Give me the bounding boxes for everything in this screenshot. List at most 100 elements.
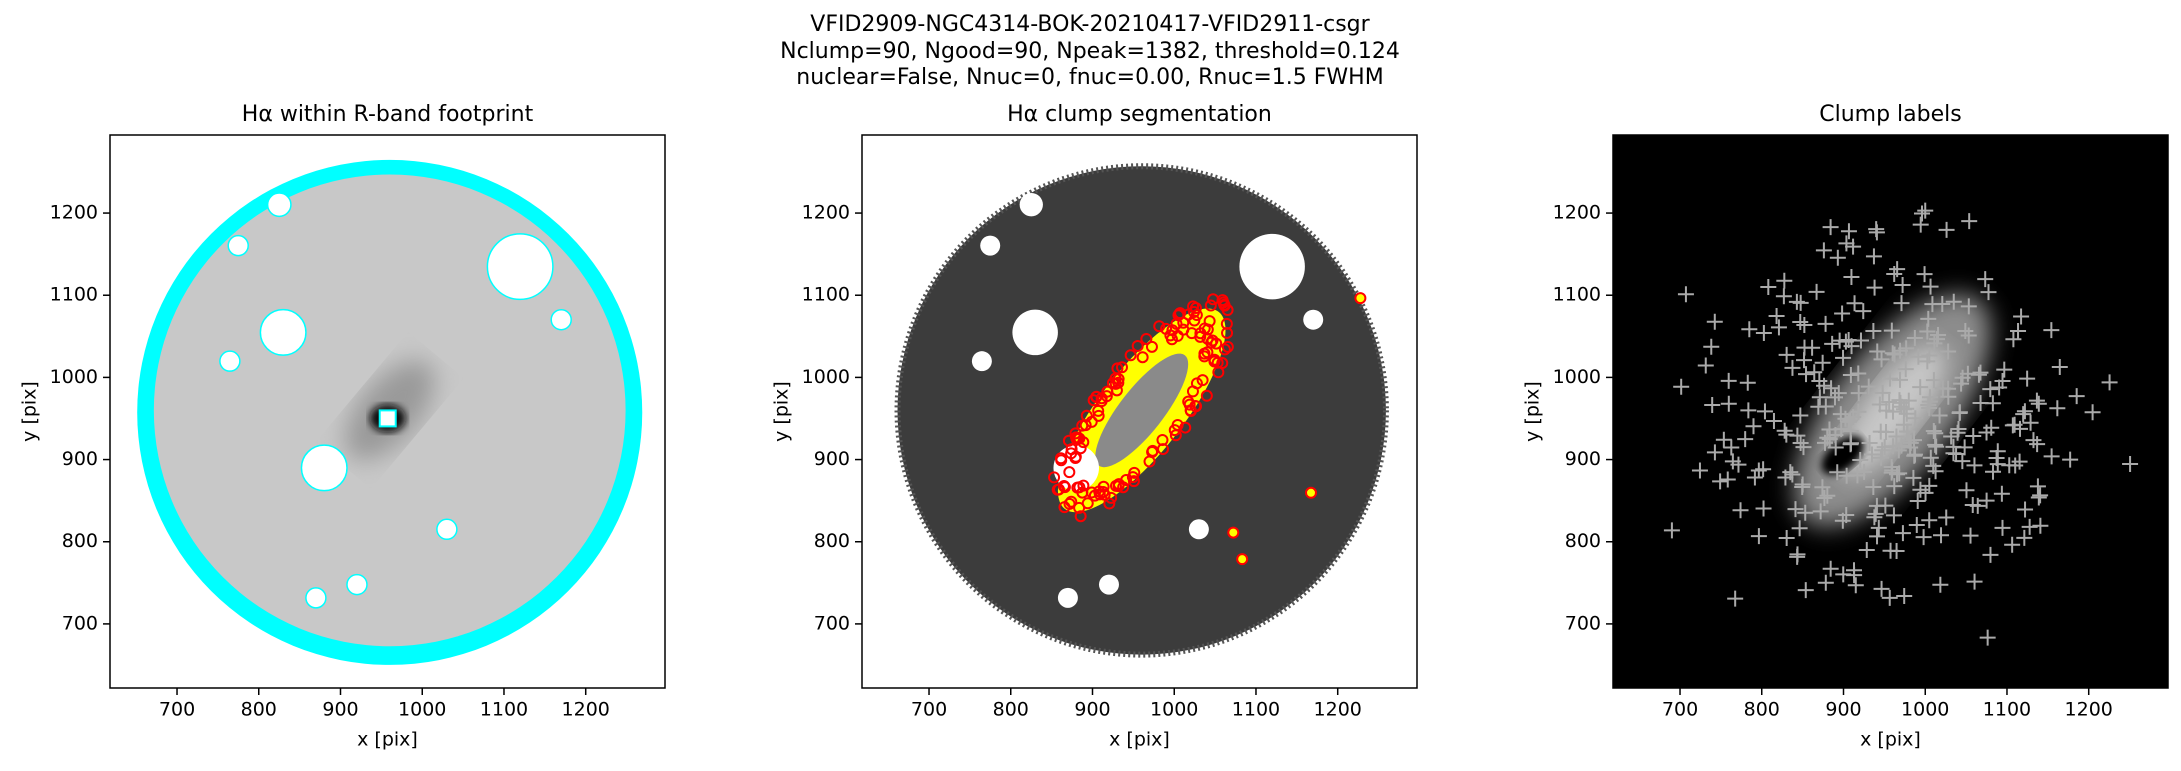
y-tick-label: 1200: [1553, 202, 1601, 224]
peak-marker: [1905, 469, 1922, 486]
y-tick-label: 1000: [1553, 366, 1601, 388]
peak-marker: [1896, 588, 1913, 605]
peak-marker: [1855, 303, 1872, 320]
peak-marker: [1724, 453, 1741, 470]
peak-marker: [1916, 266, 1933, 283]
peak-marker: [1893, 295, 1910, 312]
peak-marker: [1850, 365, 1867, 382]
peak-marker: [1920, 310, 1937, 327]
peak-marker: [1837, 410, 1854, 427]
peak-marker: [1966, 573, 1983, 590]
peak-marker: [1732, 502, 1749, 519]
mask-hole: [1303, 309, 1324, 330]
peak-marker: [1704, 397, 1721, 414]
clump-marker: [1182, 308, 1195, 321]
peak-marker: [1884, 345, 1901, 362]
clump-marker: [1188, 314, 1201, 327]
peak-marker: [1870, 519, 1887, 536]
mask-hole: [436, 518, 458, 541]
clump-marker: [1069, 450, 1082, 463]
peak-marker: [1890, 442, 1907, 459]
peak-marker: [1922, 278, 1939, 295]
peak-marker: [1938, 221, 1955, 238]
clump-marker: [1097, 480, 1110, 493]
peak-marker: [1922, 449, 1939, 466]
peak-marker: [1874, 384, 1891, 401]
clump-marker: [1081, 497, 1094, 510]
peak-marker: [1919, 353, 1936, 370]
peak-marker: [1755, 500, 1772, 517]
clump-marker: [1179, 421, 1192, 434]
peak-marker: [1815, 242, 1832, 259]
peak-marker: [1985, 463, 2002, 480]
peak-marker: [1865, 479, 1882, 496]
peak-marker: [1873, 449, 1890, 466]
peak-marker: [1814, 354, 1831, 371]
axes-title: Clump labels: [1819, 102, 1961, 127]
peak-marker: [1737, 431, 1754, 448]
peak-marker: [1834, 305, 1851, 322]
peak-marker: [1739, 374, 1756, 391]
peak-marker: [1846, 295, 1863, 312]
peak-marker: [1934, 296, 1951, 313]
peak-marker: [1719, 471, 1736, 488]
clump-marker: [1085, 486, 1098, 499]
peak-marker: [1894, 277, 1911, 294]
x-tick-label: 1000: [1901, 699, 1949, 721]
peak-marker: [1843, 338, 1860, 355]
mask-hole: [1098, 574, 1119, 595]
x-tick-label: 700: [1662, 699, 1698, 721]
x-tick-label: 1100: [1232, 699, 1280, 721]
peak-marker: [2022, 414, 2039, 431]
mask-hole: [227, 234, 249, 257]
y-tick-label: 900: [62, 448, 98, 470]
peak-marker: [1856, 463, 1873, 480]
peak-marker: [1954, 453, 1971, 470]
peak-marker: [1847, 577, 1864, 594]
peak-marker: [1888, 428, 1905, 445]
peak-marker: [1796, 316, 1813, 333]
peak-marker: [2062, 451, 2079, 468]
clump-marker: [1304, 486, 1317, 499]
clump-marker: [1109, 372, 1122, 385]
peak-marker: [1884, 462, 1901, 479]
peak-marker: [1962, 527, 1979, 544]
peak-marker: [1850, 385, 1867, 402]
peak-marker: [1876, 439, 1893, 456]
peak-marker: [1920, 397, 1937, 414]
x-axis-label: x [pix]: [1109, 729, 1170, 751]
clump-marker: [1070, 431, 1083, 444]
peak-marker: [1933, 527, 1950, 544]
x-tick-label: 1200: [1314, 699, 1362, 721]
y-tick-label: 900: [814, 448, 850, 470]
mask-hole: [305, 587, 327, 609]
clump-marker: [1110, 384, 1123, 397]
peak-marker: [1822, 219, 1839, 236]
peak-marker: [1812, 503, 1829, 520]
peak-marker: [1886, 478, 1903, 495]
peak-marker: [1814, 479, 1831, 496]
peak-marker: [1784, 466, 1801, 483]
peak-marker: [2007, 457, 2024, 474]
galaxy-core: [1095, 353, 1189, 468]
peak-marker: [1888, 543, 1905, 560]
clump-marker: [1184, 404, 1197, 417]
mask-hole: [346, 573, 368, 596]
x-tick-label: 800: [241, 699, 277, 721]
peak-marker: [1900, 392, 1917, 409]
peak-marker: [1960, 298, 1977, 315]
peak-marker: [1706, 444, 1723, 461]
clump-marker: [1212, 366, 1225, 379]
peak-marker: [1959, 365, 1976, 382]
peak-marker: [1768, 307, 1785, 324]
y-tick-label: 1000: [802, 366, 850, 388]
peak-marker: [1874, 442, 1891, 459]
y-tick-label: 800: [62, 530, 98, 552]
peak-marker: [2084, 404, 2101, 421]
clump-marker: [1065, 495, 1078, 508]
peak-marker: [1745, 418, 1762, 435]
peak-marker: [1843, 268, 1860, 285]
panel-image: [1613, 135, 2168, 688]
peak-marker: [1930, 326, 1947, 343]
peak-marker: [1912, 216, 1929, 233]
